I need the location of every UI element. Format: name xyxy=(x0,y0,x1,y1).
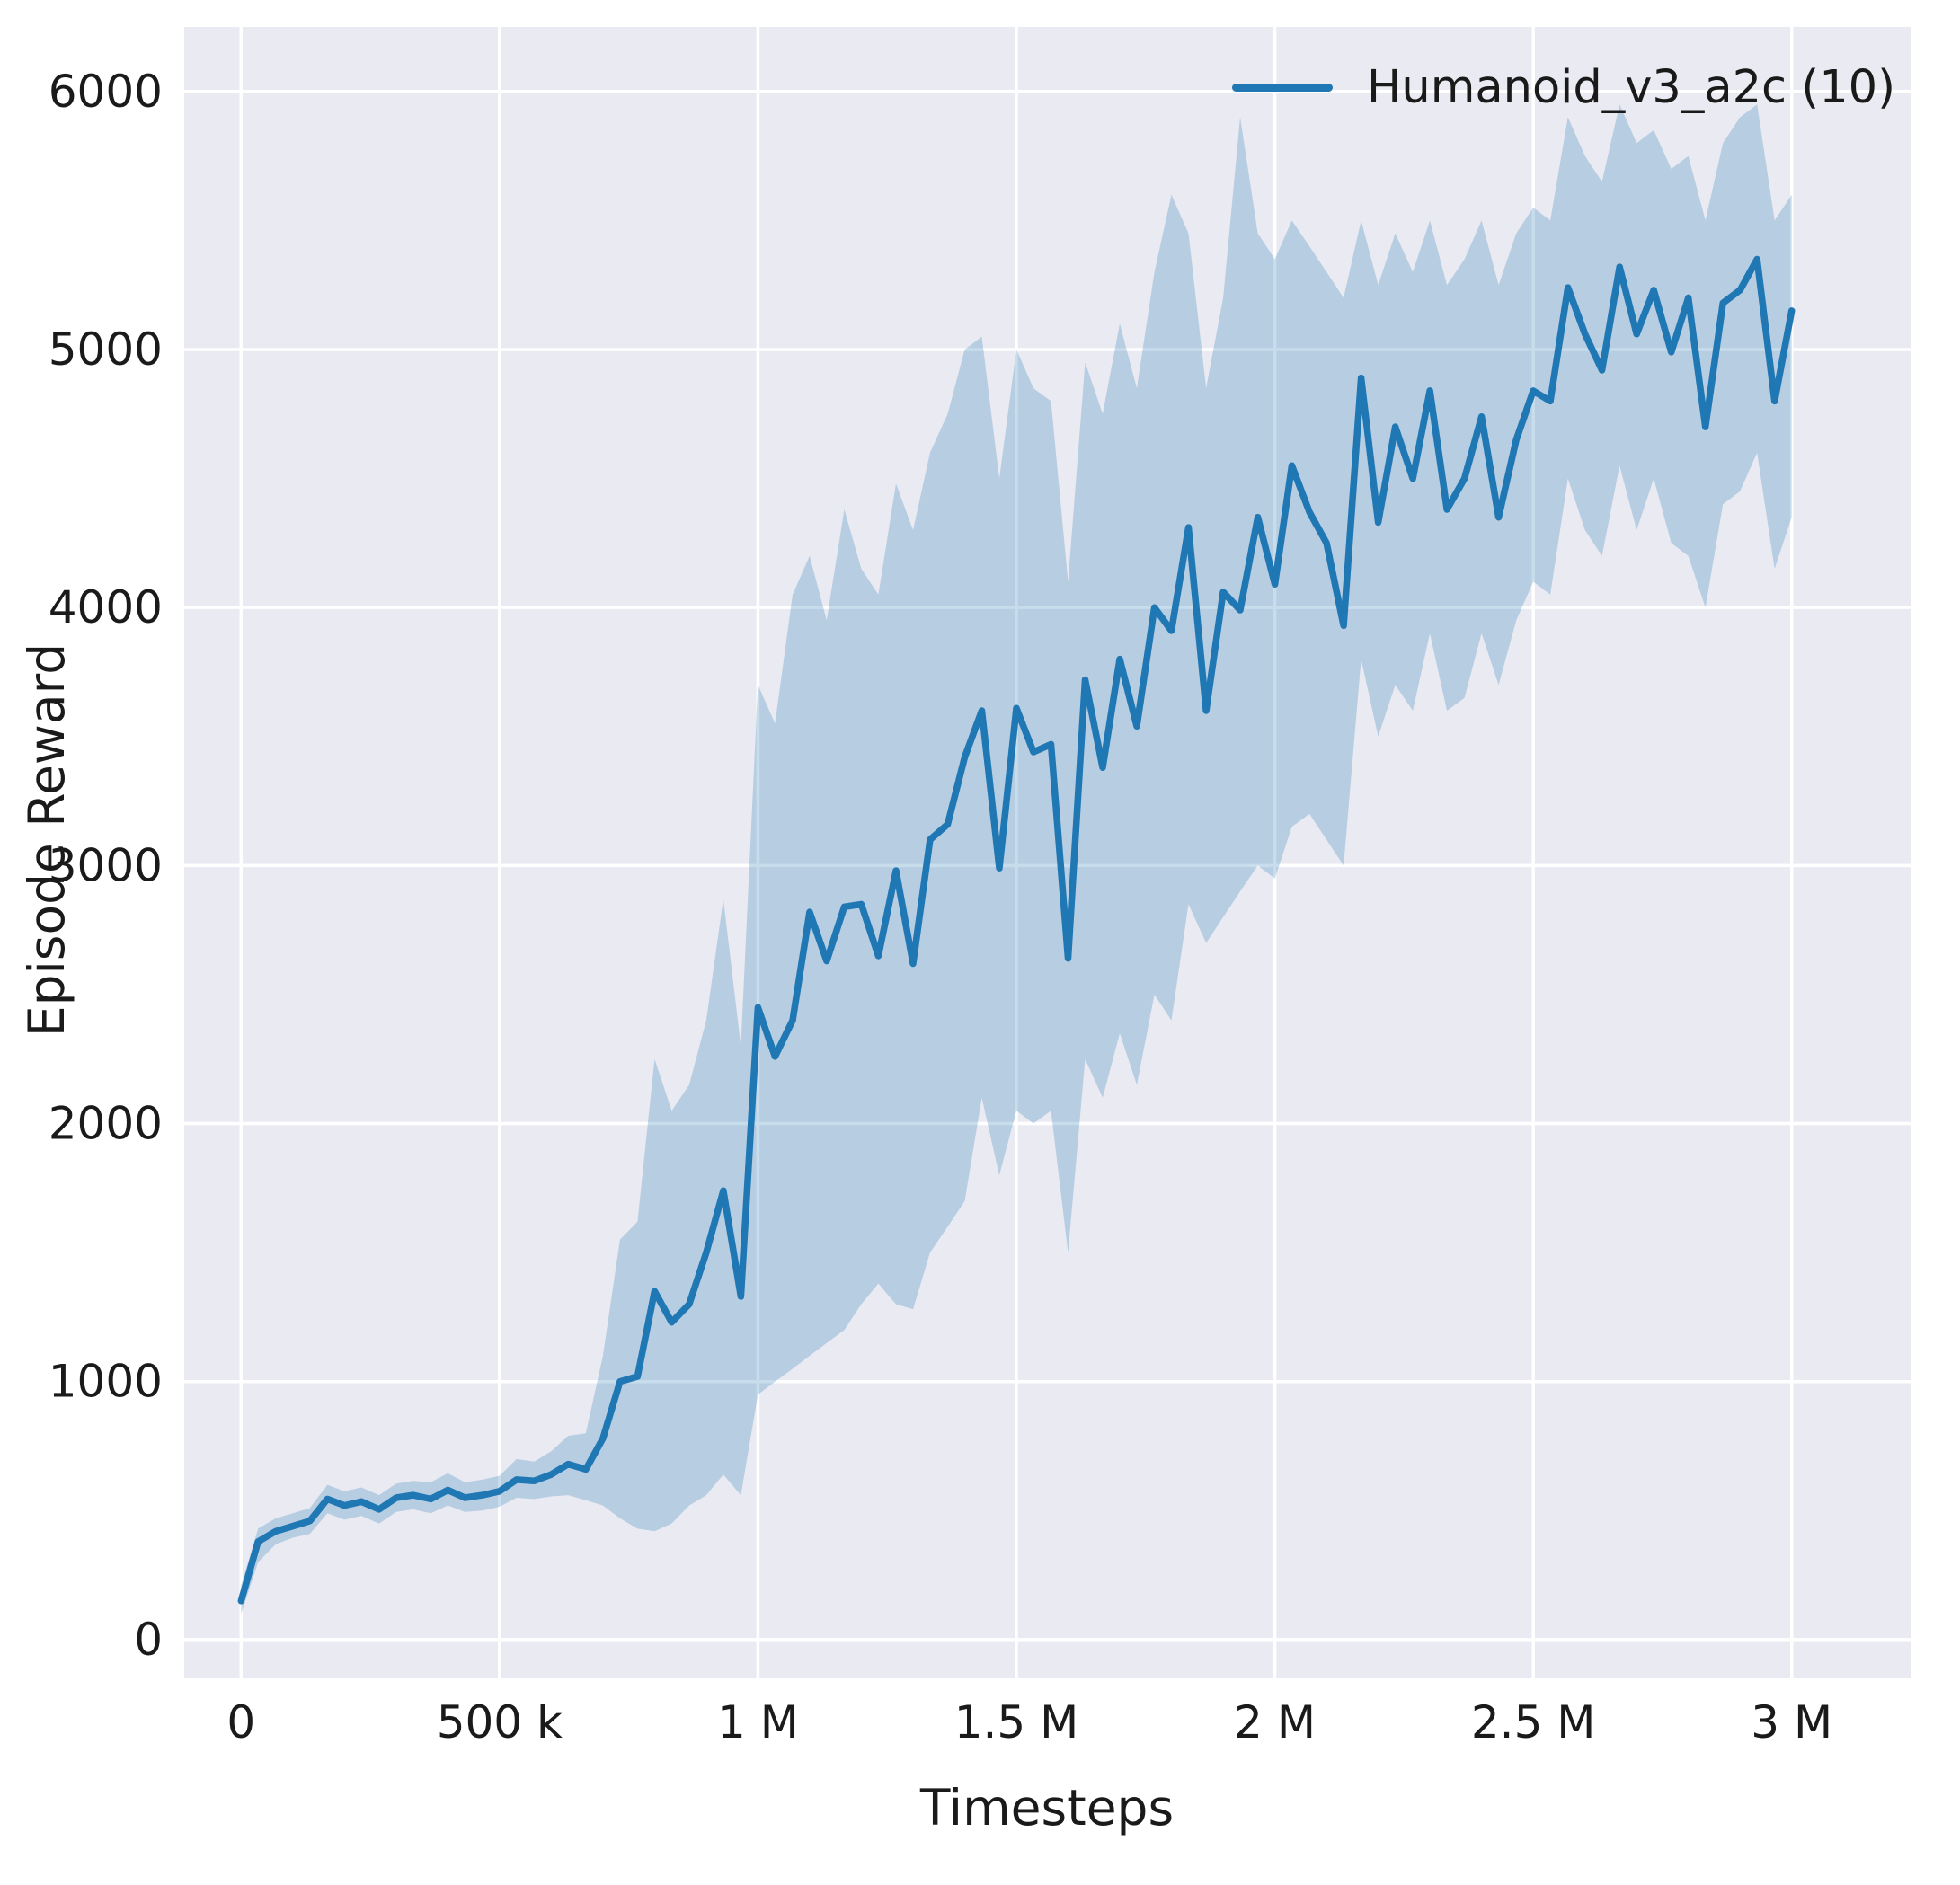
y-tick-label: 3000 xyxy=(49,839,163,891)
y-tick-label: 6000 xyxy=(49,66,163,118)
y-tick-label: 4000 xyxy=(49,581,163,633)
legend: Humanoid_v3_a2c (10) xyxy=(1232,61,1895,114)
y-tick-label: 1000 xyxy=(49,1356,163,1408)
y-tick-label: 0 xyxy=(134,1614,163,1666)
x-tick-label: 1.5 M xyxy=(954,1696,1079,1748)
y-axis-label: Episode Reward xyxy=(18,642,75,1038)
x-tick-label: 1 M xyxy=(717,1696,799,1748)
legend-line-swatch xyxy=(1232,84,1334,92)
mean-reward-line xyxy=(237,255,1796,1605)
y-tick-label: 2000 xyxy=(49,1098,163,1150)
x-tick-label: 3 M xyxy=(1751,1696,1832,1748)
plot-area xyxy=(184,27,1911,1678)
x-axis-label: Timesteps xyxy=(919,1779,1175,1836)
y-tick-label: 5000 xyxy=(49,323,163,376)
x-tick-label: 2.5 M xyxy=(1471,1696,1596,1748)
x-tick-label: 0 xyxy=(226,1696,255,1748)
x-tick-label: 2 M xyxy=(1234,1696,1316,1748)
confidence-band xyxy=(241,104,1792,1615)
legend-label: Humanoid_v3_a2c (10) xyxy=(1367,61,1895,114)
x-tick-label: 500 k xyxy=(437,1696,563,1748)
